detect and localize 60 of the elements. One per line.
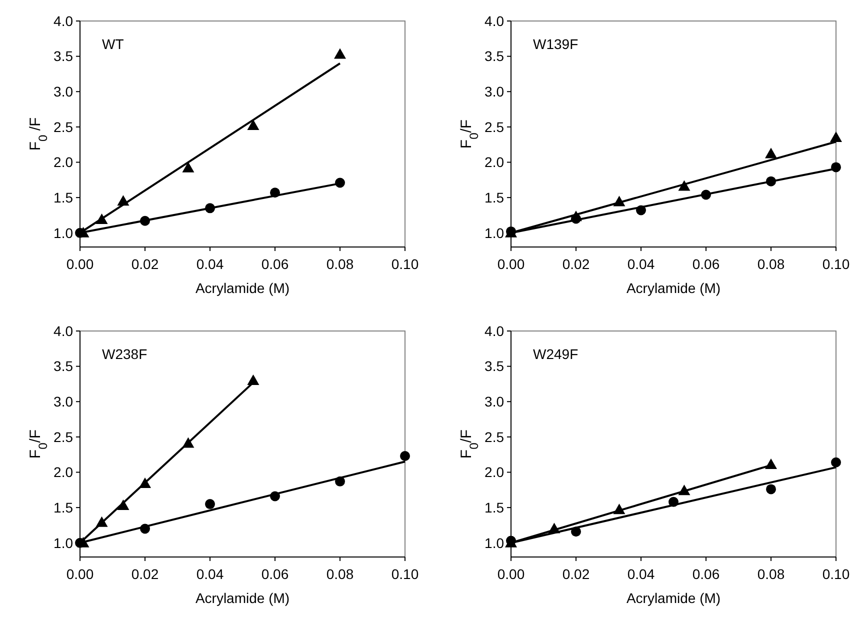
x-tick-label: 0.08 (757, 566, 785, 582)
y-tick-label: 3.0 (484, 84, 504, 100)
x-tick-label: 0.00 (497, 566, 525, 582)
y-tick-label: 4.0 (484, 322, 504, 339)
y-tick-label: 1.5 (54, 499, 74, 516)
y-tick-label: 4.0 (54, 12, 74, 29)
y-tick-label: 3.0 (54, 394, 74, 410)
x-tick-label: 0.10 (391, 566, 419, 582)
x-tick-label: 0.10 (822, 566, 850, 582)
y-tick-label: 3.5 (484, 358, 504, 374)
y-tick-label: 1.5 (54, 189, 74, 206)
text: WT (102, 36, 124, 52)
y-tick-label: 2.0 (54, 464, 74, 480)
y-tick-label: 3.5 (54, 48, 74, 64)
y-tick-label: 2.5 (54, 118, 74, 135)
y-tick-label: 2.5 (484, 428, 504, 445)
x-axis-title: Acrylamide (M) (195, 280, 290, 296)
y-tick-label: 3.5 (484, 48, 504, 64)
y-tick-label: 1.5 (484, 189, 504, 206)
text: W249F (533, 346, 578, 362)
y-tick-label: 1.0 (484, 224, 504, 241)
text: W238F (102, 346, 148, 362)
x-tick-label: 0.04 (627, 566, 655, 582)
y-tick-label: 4.0 (484, 12, 504, 29)
x-tick-label: 0.06 (692, 566, 720, 582)
y-tick-label: 3.0 (484, 394, 504, 410)
x-axis-title: Acrylamide (M) (626, 590, 721, 606)
x-tick-label: 0.02 (131, 256, 159, 272)
x-tick-label: 0.02 (131, 566, 159, 582)
y-tick-label: 1.0 (54, 534, 74, 551)
x-tick-label: 0.00 (497, 256, 525, 272)
x-tick-label: 0.08 (326, 256, 354, 272)
x-tick-label: 0.04 (196, 256, 224, 272)
x-tick-label: 0.00 (66, 256, 94, 272)
x-tick-label: 0.02 (562, 566, 590, 582)
x-axis-title: Acrylamide (M) (195, 590, 290, 606)
y-tick-label: 2.0 (54, 154, 74, 170)
x-tick-label: 0.00 (66, 566, 94, 582)
y-tick-label: 1.5 (484, 499, 504, 516)
y-tick-label: 2.0 (484, 464, 504, 480)
y-tick-label: 1.0 (54, 224, 74, 241)
y-tick-label: 2.5 (54, 428, 74, 445)
x-axis-title: Acrylamide (M) (626, 280, 721, 296)
x-tick-label: 0.02 (562, 256, 590, 272)
y-tick-label: 2.0 (484, 154, 504, 170)
x-tick-label: 0.04 (196, 566, 224, 582)
x-tick-label: 0.10 (822, 256, 850, 272)
x-tick-label: 0.08 (326, 566, 354, 582)
y-tick-label: 3.5 (54, 358, 74, 374)
x-tick-label: 0.06 (261, 566, 289, 582)
x-tick-label: 0.10 (391, 256, 419, 272)
x-tick-label: 0.06 (261, 256, 289, 272)
y-tick-label: 1.0 (484, 534, 504, 551)
x-tick-label: 0.04 (627, 256, 655, 272)
x-tick-label: 0.06 (692, 256, 720, 272)
x-tick-label: 0.08 (757, 256, 785, 272)
y-tick-label: 3.0 (54, 84, 74, 100)
y-tick-label: 4.0 (54, 322, 74, 339)
y-tick-label: 2.5 (484, 118, 504, 135)
text: W139F (533, 36, 578, 52)
